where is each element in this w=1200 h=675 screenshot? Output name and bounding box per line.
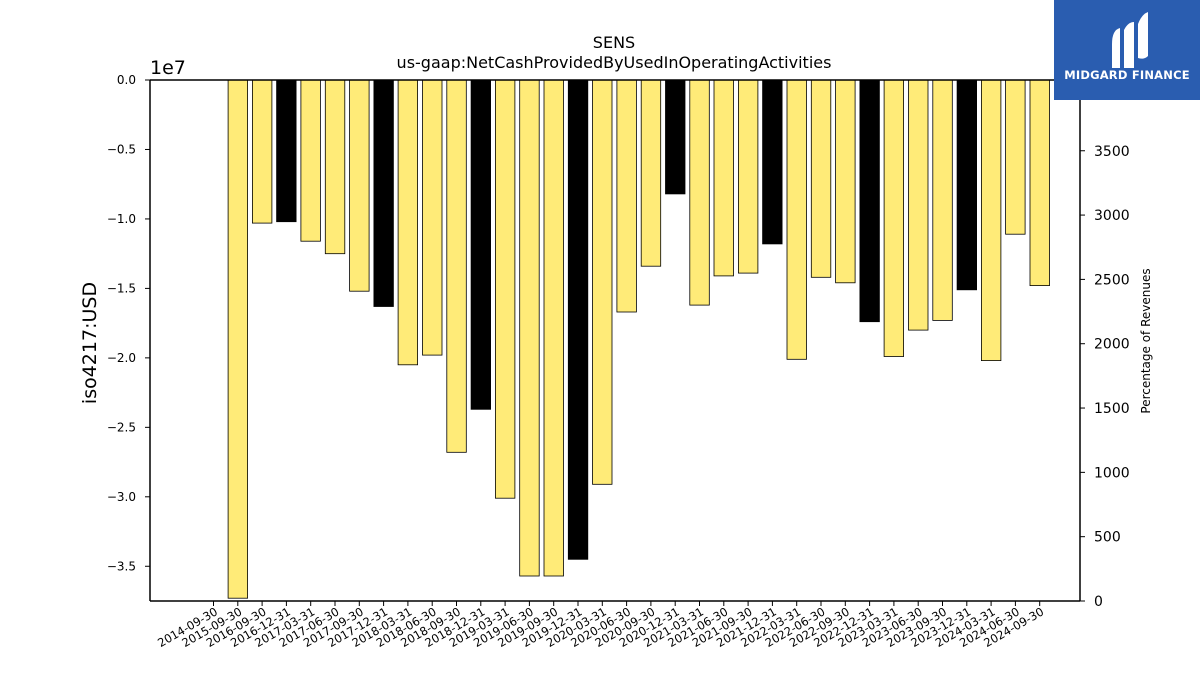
y-tick-label: 0.0 bbox=[117, 73, 136, 87]
bar-2015-09-30 bbox=[227, 79, 249, 599]
bar-2023-03-31 bbox=[883, 79, 904, 357]
bar-2020-06-30 bbox=[616, 79, 637, 313]
bar-2024-09-30 bbox=[1029, 79, 1050, 287]
y-tick-label: −3.5 bbox=[107, 559, 136, 573]
y2-tick-label: 2500 bbox=[1094, 272, 1130, 288]
y-tick-label: −0.5 bbox=[107, 142, 136, 156]
y2-tick-label: 3000 bbox=[1094, 208, 1130, 224]
midgard-logo-icon bbox=[1112, 12, 1148, 68]
bar-2017-03-31 bbox=[300, 79, 321, 242]
y2-tick-label: 500 bbox=[1094, 530, 1121, 546]
bar-2021-03-31 bbox=[689, 79, 710, 306]
bar-2022-06-30 bbox=[810, 79, 832, 278]
y2-tick-label: 2000 bbox=[1094, 337, 1130, 353]
bar-2020-12-31 bbox=[665, 79, 686, 195]
logo-brand-text: MIDGARD FINANCE bbox=[1064, 68, 1190, 82]
bar-2018-06-30 bbox=[422, 79, 443, 356]
y-offset-label: 1e7 bbox=[150, 57, 186, 79]
bar-2016-12-31 bbox=[276, 79, 297, 223]
bar-2024-03-31 bbox=[981, 79, 1002, 362]
bar-2018-12-31 bbox=[470, 79, 492, 410]
y2-tick-label: 1000 bbox=[1094, 465, 1130, 481]
bar-2019-06-30 bbox=[519, 79, 540, 577]
chart-subtitle: us-gaap:NetCashProvidedByUsedInOperating… bbox=[397, 53, 832, 72]
bar-2019-09-30 bbox=[543, 79, 564, 577]
y-tick-label: −1.5 bbox=[107, 281, 136, 295]
y2-tick-label: 3500 bbox=[1094, 144, 1130, 160]
bar-2017-09-30 bbox=[349, 79, 370, 292]
bar-2021-12-31 bbox=[762, 79, 783, 245]
y-tick-label: −2.5 bbox=[107, 420, 136, 434]
bar-2022-09-30 bbox=[835, 79, 856, 284]
bar-2019-03-31 bbox=[494, 79, 516, 499]
y-tick-label: −2.0 bbox=[107, 351, 136, 365]
bar-2018-03-31 bbox=[397, 79, 419, 366]
bar-2017-12-31 bbox=[373, 79, 394, 307]
bar-2022-03-31 bbox=[786, 79, 807, 360]
chart-title: SENS bbox=[593, 33, 635, 52]
bar-2024-06-30 bbox=[1005, 79, 1026, 235]
bar-2022-12-31 bbox=[859, 79, 880, 323]
bar-2023-06-30 bbox=[908, 79, 929, 331]
bar-2023-12-31 bbox=[956, 79, 977, 291]
bar-2021-09-30 bbox=[738, 79, 759, 274]
bar-2023-09-30 bbox=[932, 79, 953, 321]
bar-2020-03-31 bbox=[592, 79, 613, 485]
bar-2017-06-30 bbox=[324, 79, 346, 255]
y-tick-label: −1.0 bbox=[107, 212, 136, 226]
y2-tick-label: 1500 bbox=[1094, 401, 1130, 417]
y2-tick-label: 0 bbox=[1094, 594, 1103, 610]
bar-2020-09-30 bbox=[640, 79, 662, 267]
midgard-finance-logo: MIDGARD FINANCE bbox=[1054, 0, 1200, 100]
y-tick-label: −3.0 bbox=[107, 490, 136, 504]
y-axis-label: iso4217:USD bbox=[79, 282, 101, 404]
bar-2019-12-31 bbox=[567, 79, 589, 560]
bar-2021-06-30 bbox=[713, 79, 734, 277]
bar-2018-09-30 bbox=[446, 79, 467, 453]
y2-axis-label: Percentage of Revenues bbox=[1139, 268, 1153, 413]
bar-2016-09-30 bbox=[251, 79, 273, 224]
